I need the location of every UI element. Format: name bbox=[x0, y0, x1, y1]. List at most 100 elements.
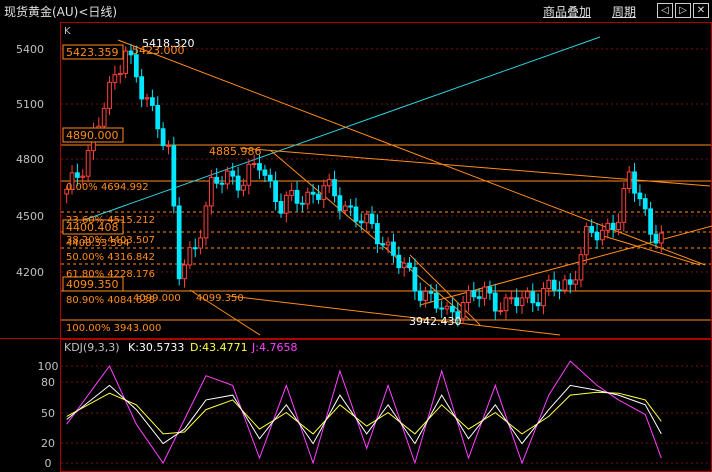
candle-body bbox=[257, 163, 262, 171]
candle-body bbox=[600, 229, 605, 241]
candle-body bbox=[439, 307, 445, 310]
left-box-4: 4099.350 bbox=[66, 278, 119, 291]
fib-809: 80.90% 4084.638 bbox=[66, 295, 155, 306]
close-button[interactable]: ✕ bbox=[693, 3, 709, 18]
low-label: 3942.430 bbox=[409, 315, 462, 328]
candle-body bbox=[139, 76, 145, 100]
candle-body bbox=[230, 170, 236, 177]
candle-body bbox=[289, 189, 295, 196]
main-y-axis: 5400 5100 4800 4500 4200 bbox=[16, 43, 44, 279]
kdj-grid bbox=[61, 365, 711, 464]
candle-body bbox=[123, 50, 128, 75]
fib-236: 23.60% 4515.212 bbox=[66, 215, 155, 226]
low-mid-1: 4099.000 bbox=[133, 293, 181, 304]
candle-body bbox=[648, 208, 653, 235]
candle-body bbox=[187, 247, 193, 266]
candle-body bbox=[273, 180, 278, 203]
candle-body bbox=[241, 184, 246, 191]
kdj-legend-k: K:30.5733 bbox=[128, 341, 184, 354]
y-tick-5400: 5400 bbox=[16, 43, 44, 56]
kdj-legend-name: KDJ(9,3,3) bbox=[64, 341, 120, 354]
left-box-3-frame bbox=[62, 219, 124, 235]
left-box-4-frame bbox=[62, 276, 124, 292]
candle-body bbox=[176, 205, 182, 280]
candle-body bbox=[632, 171, 637, 194]
candle-body bbox=[144, 97, 150, 100]
nav-right-button[interactable]: ▷ bbox=[675, 3, 691, 18]
fib-382: 38.20% 4403.507 bbox=[66, 235, 155, 246]
candle-body bbox=[107, 81, 112, 109]
candle-body bbox=[235, 175, 241, 191]
main-grid bbox=[61, 48, 711, 273]
candle-body bbox=[407, 262, 412, 269]
left-box-2-frame bbox=[62, 127, 124, 143]
candle-body bbox=[337, 195, 343, 211]
candle-body bbox=[342, 205, 348, 211]
high-label: 5418.320 bbox=[142, 37, 195, 50]
fib-500: 50.00% 4316.842 bbox=[66, 252, 155, 263]
candle-body bbox=[471, 290, 477, 298]
candle-body bbox=[251, 163, 257, 166]
candle-body bbox=[503, 297, 509, 312]
candle-body bbox=[460, 302, 466, 319]
candle-body bbox=[198, 237, 203, 249]
kdj-legend: KDJ(9,3,3) K:30.5733 D:43.4771 J:4.7658 bbox=[64, 341, 297, 354]
candle-body bbox=[525, 291, 530, 299]
candle-body bbox=[155, 104, 161, 130]
candle-body bbox=[332, 179, 337, 197]
candle-body bbox=[557, 289, 562, 292]
trend-lines bbox=[69, 36, 712, 336]
cyan-trend-line bbox=[69, 36, 601, 226]
candle-body bbox=[267, 174, 273, 182]
top-bar: 现货黄金(AU)<日线) 商品叠加 周期 ◁ ▷ ✕ bbox=[0, 0, 712, 22]
candle-body bbox=[466, 290, 471, 304]
candle-body bbox=[348, 205, 353, 208]
candle-body bbox=[428, 290, 434, 294]
candle-body bbox=[610, 222, 616, 231]
candle-body bbox=[101, 107, 107, 127]
main-panel-label: K bbox=[64, 26, 71, 37]
kdj-legend-d: D:43.4771 bbox=[190, 341, 248, 354]
y-tick-4800: 4800 bbox=[16, 153, 44, 166]
candle-body bbox=[150, 97, 155, 106]
candle-body bbox=[358, 220, 364, 224]
candle-body bbox=[455, 311, 461, 319]
candle-body bbox=[246, 163, 252, 186]
candle-body bbox=[262, 169, 268, 176]
candle-body bbox=[364, 213, 370, 224]
left-box-1-frame bbox=[62, 44, 124, 60]
candle-body bbox=[551, 279, 557, 291]
candle-body bbox=[642, 198, 648, 210]
kdj-legend-j: J:4.7658 bbox=[251, 341, 297, 354]
left-box-2: 4890.000 bbox=[66, 129, 119, 142]
candle-body bbox=[498, 310, 503, 313]
instrument-title: 现货黄金(AU)<日线) bbox=[4, 5, 118, 19]
nav-left-button[interactable]: ◁ bbox=[657, 3, 673, 18]
overlay-instrument-menu[interactable]: 商品叠加 bbox=[543, 5, 592, 19]
period-menu[interactable]: 周期 bbox=[612, 5, 637, 19]
peak2-label: 4885.986 bbox=[209, 145, 262, 158]
candle-body bbox=[541, 287, 546, 307]
candle-body bbox=[658, 232, 664, 244]
candle-body bbox=[578, 254, 584, 281]
kdj-tick-50: 50 bbox=[41, 407, 55, 420]
candle-body bbox=[225, 170, 230, 185]
candle-body bbox=[450, 305, 455, 313]
candle-body bbox=[166, 145, 171, 148]
candle-body bbox=[133, 54, 139, 78]
candle-body bbox=[300, 202, 305, 205]
candle-body bbox=[219, 182, 225, 185]
candle-body bbox=[401, 262, 407, 269]
candle-body bbox=[160, 128, 166, 147]
candle-body bbox=[375, 223, 380, 245]
kdj-tick-0: 0 bbox=[45, 457, 52, 470]
candle-body bbox=[64, 188, 70, 195]
main-annotations: 5418.320 5423.000 5423.359 4890.000 4400… bbox=[62, 37, 462, 334]
kdj-lines bbox=[66, 360, 662, 465]
candle-body bbox=[476, 296, 482, 299]
candle-body bbox=[433, 292, 439, 309]
candle-body bbox=[626, 171, 632, 189]
candle-body bbox=[573, 279, 578, 285]
fib-0: 0.00% 4694.992 bbox=[66, 182, 149, 193]
